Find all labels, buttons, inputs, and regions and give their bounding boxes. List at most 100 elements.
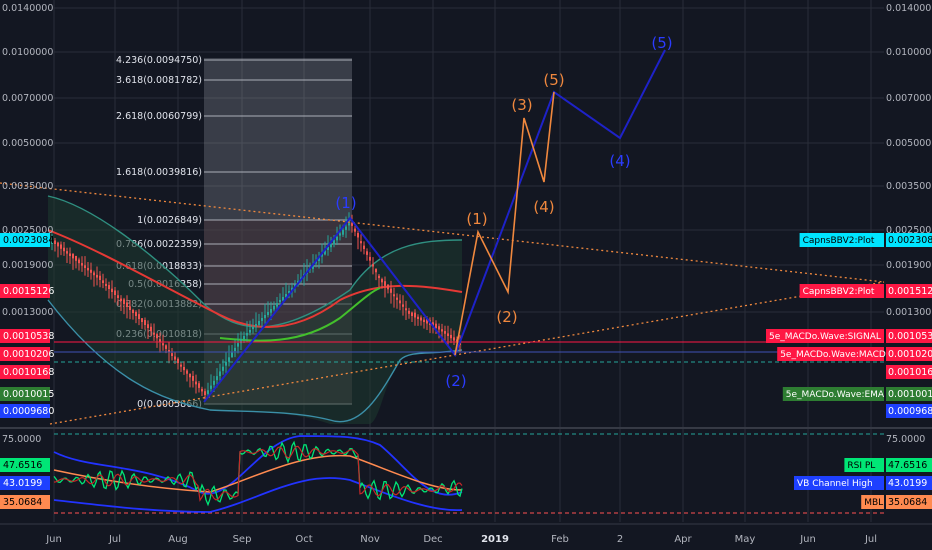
candle-body	[318, 257, 320, 261]
time-axis-label: Aug	[168, 534, 188, 545]
rsi-indicator-label-text: RSI PL	[847, 461, 875, 471]
candle-body	[360, 241, 362, 244]
candle-body	[231, 352, 233, 358]
candle-body	[171, 353, 173, 356]
candle-body	[246, 333, 248, 336]
drawing-overlay[interactable]	[0, 49, 885, 425]
rsi-left-badge	[0, 476, 50, 490]
blue-wave-path[interactable]	[203, 49, 666, 403]
candle-body	[258, 321, 260, 325]
price-badges: 0.0023084 0.0015126 0.0010538 0.0010206 0.00…	[0, 233, 932, 418]
candle-body	[345, 226, 347, 230]
rsi-indicator-label-badge	[844, 458, 884, 472]
elliott-wave-labels[interactable]: (1) (2) (3) (4) (5) (1) (2) (4) (5)	[335, 34, 672, 390]
candle-body	[447, 333, 449, 336]
candle-body	[225, 362, 227, 366]
time-axis-label: Jul	[108, 534, 121, 545]
time-axis-background	[0, 524, 932, 550]
candle-body	[402, 304, 404, 307]
candle-body	[351, 223, 353, 226]
candle-body	[129, 306, 131, 310]
price-axis-left-label: 0.0070000	[2, 93, 53, 104]
orange-wave-label: (3)	[511, 96, 532, 114]
candle-body	[51, 241, 53, 244]
price-axis-left-label: 0.0140000	[2, 3, 53, 14]
time-axis-label: Jun	[45, 534, 62, 545]
candle-body	[162, 343, 164, 346]
candle-body	[156, 334, 158, 339]
price-axis[interactable]: 0.0140000 0.0100000 0.0070000 0.0050000 0.00…	[2, 3, 932, 318]
candle-body	[213, 380, 215, 385]
candle-body	[339, 233, 341, 236]
price-axis-right-label: 0.0140000	[886, 3, 932, 14]
blue-wave-label: (2)	[445, 372, 466, 390]
candle-body	[336, 236, 338, 241]
fib-level-label: 1.618(0.0039816)	[116, 167, 202, 178]
candle-body	[204, 391, 206, 395]
candle-body	[189, 373, 191, 378]
candle-body	[54, 240, 56, 244]
rsi-right-badge-text: 47.6516	[888, 460, 927, 471]
candle-body	[114, 290, 116, 295]
candle-body	[99, 275, 101, 280]
rsi-indicator-label-text: MBL	[864, 498, 883, 508]
right-price-badge	[886, 233, 932, 247]
spacer	[48, 240, 462, 300]
candle-body	[240, 339, 242, 344]
time-axis-label: May	[735, 534, 756, 545]
fib-level-label: 0(0.0005866)	[137, 399, 202, 410]
rsi-left-badge-text: 35.0684	[3, 497, 42, 508]
time-axis-label: Dec	[423, 534, 442, 545]
left-price-badge-text: 0.0010206	[3, 349, 54, 360]
candle-body	[312, 263, 314, 269]
candle-body	[234, 347, 236, 352]
orange-wave-path[interactable]	[454, 91, 555, 356]
right-price-badge	[886, 284, 932, 298]
right-price-badge-text: 0.0010538	[888, 331, 932, 342]
right-price-badge	[886, 404, 932, 418]
candle-body	[276, 303, 278, 307]
time-axis[interactable]: Jun Jul Aug Sep Oct Nov Dec 2019 Feb 2 Apr May Jun Ju…	[0, 523, 932, 550]
price-axis-right-label: 0.0019000	[886, 260, 932, 271]
candle-body	[435, 323, 437, 328]
rsi-pane[interactable]: 75.0000 75.0000 47.6516 43.0199 35.0684 47.65…	[0, 433, 932, 514]
candle-body	[198, 383, 200, 388]
left-price-badge	[0, 404, 50, 418]
candle-body	[327, 246, 329, 250]
price-axis-left-label: 0.0025000	[2, 225, 53, 236]
candle-body	[132, 309, 134, 313]
candle-body	[390, 288, 392, 293]
candle-body	[249, 330, 251, 333]
candle-body	[363, 245, 365, 250]
band-lower	[47, 299, 463, 423]
price-axis-right-label: 0.0100000	[886, 47, 932, 58]
candle-body	[165, 345, 167, 349]
indicator-label-text: CapnsBBV2:Plot	[803, 236, 875, 246]
candle-body	[168, 350, 170, 353]
time-axis-label: Nov	[360, 534, 380, 545]
price-axis-left-label: 0.0019000	[2, 260, 53, 271]
candle-body	[393, 294, 395, 297]
rsi-right-badge-text: 35.0684	[888, 497, 927, 508]
right-price-badge	[886, 347, 932, 361]
time-axis-label: Apr	[674, 534, 692, 545]
fib-level-label: 0.786(0.0022359)	[116, 239, 202, 250]
candle-body	[135, 311, 137, 316]
support-trendline[interactable]	[49, 281, 885, 425]
candle-body	[102, 280, 104, 283]
candle-body	[192, 376, 194, 381]
left-price-badge	[0, 387, 50, 401]
candle-body	[195, 381, 197, 385]
resistance-trendline[interactable]	[0, 182, 885, 283]
candle-body	[396, 297, 398, 300]
price-axis-right-label: 0.0035000	[886, 181, 932, 192]
candle-body	[123, 299, 125, 304]
candle-body	[93, 272, 95, 276]
candle-body	[354, 228, 356, 232]
candle-body	[153, 332, 155, 335]
candle-body	[174, 356, 176, 360]
candle-body	[333, 240, 335, 245]
indicator-label-badge	[799, 233, 884, 247]
candle-body	[273, 306, 275, 310]
